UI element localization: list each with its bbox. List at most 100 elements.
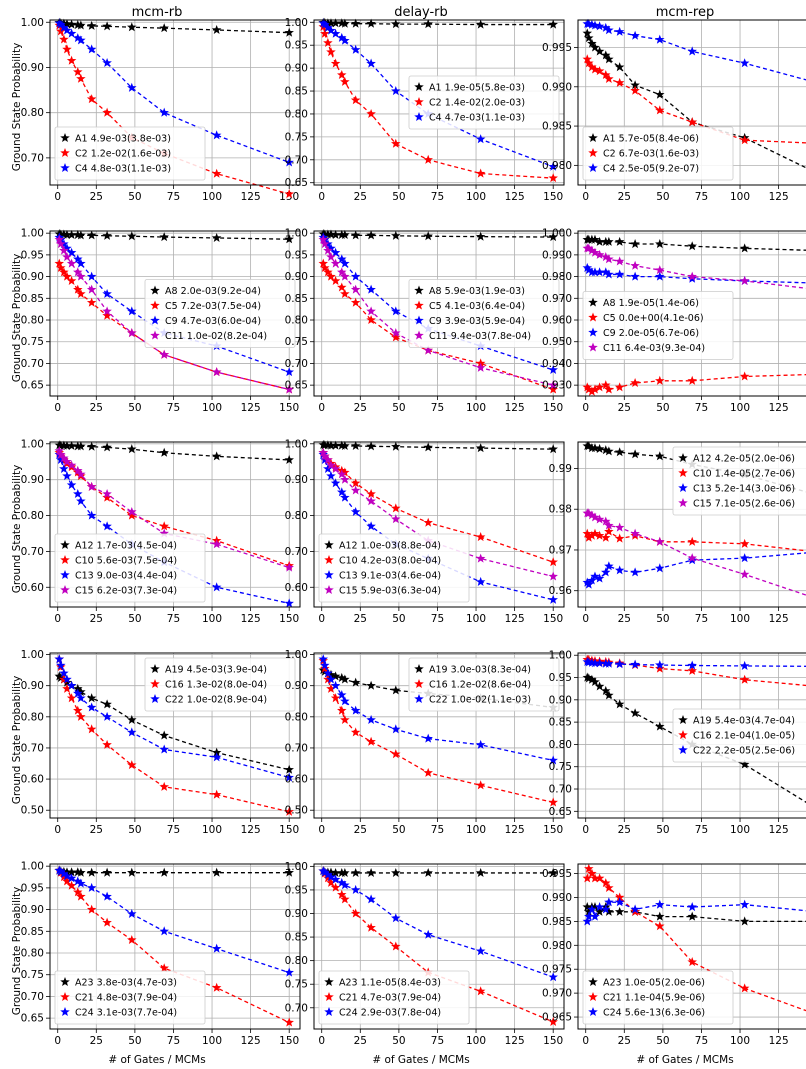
data-point-A8: [687, 241, 697, 251]
legend: A8 2.0e-03(9.2e-04) C5 7.2e-03(7.5e-04) C9…: [144, 279, 296, 348]
column-title-delay-rb: delay-rb: [394, 5, 448, 20]
data-point-C13: [584, 579, 594, 589]
data-point-A23: [326, 867, 336, 877]
data-point-C16: [475, 780, 486, 790]
legend-marker-C10: [60, 555, 70, 565]
data-point-C21: [337, 889, 347, 899]
data-point-A19: [587, 674, 597, 684]
x-tick-label: 100: [202, 824, 222, 836]
data-point-A1: [76, 20, 86, 30]
data-point-A12: [159, 447, 169, 457]
legend-label-C15: C15 5.9e-03(6.3e-04): [339, 586, 441, 597]
legend-marker-C13: [60, 570, 70, 580]
legend-marker-C9: [150, 315, 160, 325]
data-point-A12: [62, 440, 72, 450]
y-tick-label: 0.65: [285, 177, 308, 189]
data-point-A12: [604, 446, 614, 456]
data-point-C15: [284, 562, 294, 572]
data-point-A1: [475, 19, 486, 29]
y-tick-label: 0.95: [21, 882, 44, 894]
legend-label-C11: C11 6.4e-03(9.3e-04): [603, 343, 705, 354]
data-point-A1: [159, 23, 169, 33]
data-point-C11: [76, 271, 86, 281]
data-point-C15: [590, 512, 600, 522]
legend-marker-A1: [588, 133, 598, 143]
data-point-C9: [62, 243, 72, 253]
x-tick-label: 0: [318, 824, 325, 836]
legend-label-A8: A8 1.9e-05(1.4e-06): [603, 298, 699, 309]
y-tick-label: 0.990: [542, 81, 572, 93]
data-point-C11: [475, 362, 486, 372]
legend-label-C4: C4 4.7e-03(1.1e-03): [429, 113, 525, 124]
data-point-A1: [582, 28, 593, 38]
legend-marker-C15: [60, 585, 70, 595]
data-point-C10: [350, 478, 361, 488]
data-point-C11: [102, 306, 112, 316]
data-point-C21: [475, 986, 486, 996]
legend-label-A12: A12 1.7e-03(4.5e-04): [75, 541, 177, 552]
legend-label-C10: C10 1.4e-05(2.7e-06): [693, 469, 795, 480]
legend-marker-C4: [588, 163, 598, 173]
legend-marker-C22: [678, 745, 688, 755]
data-point-C11: [320, 239, 330, 249]
data-point-C15: [323, 454, 333, 464]
x-tick-label: 75: [695, 613, 708, 625]
data-point-A23: [475, 867, 486, 877]
data-point-C16: [548, 797, 558, 807]
y-tick-label: 0.90: [549, 694, 572, 706]
data-point-C4: [320, 19, 330, 29]
x-tick-label: 150: [543, 1035, 563, 1047]
legend-box: [54, 533, 206, 603]
x-tick-label: 125: [769, 191, 789, 203]
data-point-C10: [159, 521, 169, 531]
y-tick-label: 0.95: [21, 249, 44, 261]
y-tick-label: 0.80: [21, 711, 44, 723]
data-point-A19: [86, 693, 97, 703]
data-point-C2: [59, 34, 69, 44]
x-tick-label: 100: [730, 402, 750, 414]
data-point-A1: [326, 18, 336, 28]
panel-r1-c3: 0 25 50 75 100 125 150 0.980 0.985 0.990 0.995 A1 5…: [542, 18, 806, 203]
data-point-C16: [127, 760, 137, 770]
y-tick-label: 0.970: [542, 293, 572, 305]
data-point-C15: [604, 520, 614, 530]
data-point-C16: [423, 767, 433, 777]
x-tick-label: 75: [431, 402, 444, 414]
data-point-C15: [86, 481, 97, 491]
data-point-C21: [594, 873, 605, 883]
x-axis-label-col3: # of Gates / MCMs: [636, 1054, 733, 1066]
data-point-A8: [739, 243, 750, 253]
data-point-C22: [62, 674, 72, 684]
y-tick-label: 0.95: [549, 672, 572, 684]
legend-box: [54, 126, 206, 181]
legend-marker-A19: [678, 715, 688, 725]
data-point-C11: [423, 345, 433, 355]
data-point-C24: [127, 908, 137, 918]
data-point-A23: [340, 867, 350, 877]
data-point-A12: [601, 445, 611, 455]
data-point-A8: [423, 231, 433, 241]
y-tick-label: 0.85: [21, 926, 44, 938]
y-tick-label: 0.980: [542, 271, 572, 283]
data-point-C24: [76, 878, 86, 888]
y-tick-label: 0.75: [285, 336, 308, 348]
x-tick-label: 50: [392, 824, 405, 836]
y-tick-label: 0.80: [285, 108, 308, 120]
data-point-C15: [614, 522, 625, 532]
y-tick-label: 0.90: [285, 63, 308, 75]
data-point-C21: [66, 880, 77, 890]
data-point-C15: [159, 528, 169, 538]
legend-marker-C11: [150, 330, 160, 340]
x-tick-label: 25: [90, 191, 103, 203]
data-point-C11: [159, 349, 169, 359]
data-point-C21: [655, 921, 665, 931]
y-tick-label: 0.70: [285, 154, 308, 166]
x-tick-label: 25: [90, 1035, 103, 1047]
y-tick-label: 0.70: [285, 742, 308, 754]
x-tick-label: 100: [730, 613, 750, 625]
data-point-A23: [604, 906, 614, 916]
data-point-C22: [548, 755, 558, 765]
data-point-C15: [548, 571, 558, 581]
x-tick-label: 150: [543, 613, 563, 625]
data-point-C13: [655, 563, 665, 573]
